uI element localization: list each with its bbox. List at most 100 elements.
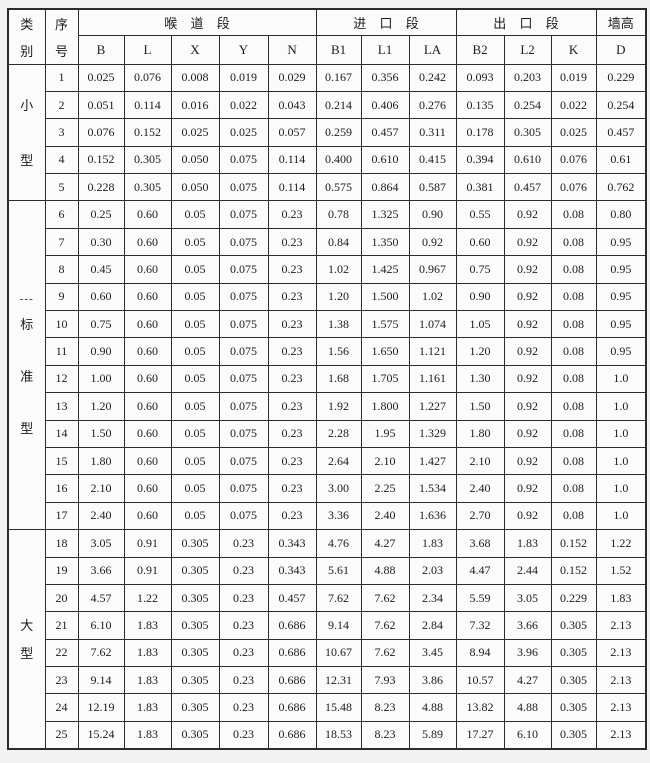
value-cell: 0.23: [267, 282, 317, 312]
value-cell: 0.305: [550, 666, 597, 695]
group-header-inlet: 进 口 段: [315, 8, 457, 36]
value-cell: 0.60: [123, 255, 172, 284]
value-cell: 0.05: [170, 310, 220, 339]
value-cell: 12.31: [315, 666, 362, 695]
category-label-char: 准: [20, 369, 34, 385]
value-cell: 0.400: [315, 145, 362, 175]
table-row: 13 1.20 0.60 0.05 0.075 0.23 1.92 1.800 1.227 1.5…: [8, 392, 647, 421]
value-cell: 0.80: [595, 200, 647, 229]
value-cell: 8.94: [455, 638, 505, 668]
table-row: 9 0.60 0.60 0.05 0.075 0.23 1.20 1.500 1.02 0.90 0…: [8, 282, 647, 312]
value-cell: 0.686: [267, 666, 317, 695]
value-cell: 4.88: [360, 556, 410, 585]
table-row: 14 1.50 0.60 0.05 0.075 0.23 2.28 1.95 1.329 1.80…: [8, 419, 647, 448]
row-number-cell: 2: [44, 90, 79, 120]
row-number-cell: 15: [44, 446, 79, 476]
value-cell: 0.23: [267, 310, 317, 339]
table-row: 大型 18 3.05 0.91 0.305 0.23 0.343 4.76 4.27 1.83 3.…: [7, 529, 647, 750]
category-cell-small: 小型: [7, 63, 46, 202]
value-cell: 0.30: [77, 227, 125, 257]
value-cell: 0.23: [267, 501, 317, 531]
value-cell: 0.08: [550, 419, 597, 448]
table-row: 5 0.228 0.305 0.050 0.075 0.114 0.575 0.864 0.58…: [8, 173, 647, 202]
category-label-stack: --- 标准型: [9, 201, 45, 529]
value-cell: 0.575: [315, 173, 362, 202]
value-cell: 7.62: [360, 583, 410, 613]
value-cell: 1.38: [315, 310, 362, 339]
value-cell: 0.08: [550, 474, 597, 503]
index-header-char: 号: [54, 43, 68, 59]
value-cell: 2.28: [315, 419, 362, 448]
value-cell: 2.40: [360, 501, 410, 531]
value-cell: 0.92: [503, 337, 552, 366]
value-cell: 0.457: [595, 118, 647, 147]
value-cell: 0.84: [315, 227, 362, 257]
value-cell: 0.254: [595, 90, 647, 120]
value-cell: 0.686: [267, 693, 317, 722]
value-cell: 1.500: [360, 282, 410, 312]
col-header-L2: L2: [503, 34, 552, 65]
value-cell: 2.13: [595, 611, 647, 640]
col-header-B: B: [77, 34, 125, 65]
category-label-char: 型: [20, 153, 34, 169]
value-cell: 0.05: [170, 446, 220, 476]
value-cell: 0.92: [503, 227, 552, 257]
value-cell: 2.10: [77, 474, 125, 503]
value-cell: 0.076: [123, 63, 172, 92]
table-row: 15 1.80 0.60 0.05 0.075 0.23 2.64 2.10 1.427 2.10…: [8, 446, 647, 476]
value-cell: 0.95: [595, 337, 647, 366]
value-cell: 4.76: [315, 529, 362, 558]
category-label-char: ---: [19, 293, 34, 306]
value-cell: 10.57: [455, 666, 505, 695]
value-cell: 0.60: [123, 200, 172, 229]
value-cell: 0.415: [408, 145, 457, 175]
value-cell: 0.92: [503, 255, 552, 284]
value-cell: 0.311: [408, 118, 457, 147]
value-cell: 0.029: [267, 63, 317, 92]
value-cell: 0.75: [455, 255, 505, 284]
value-cell: 0.076: [550, 145, 597, 175]
value-cell: 0.152: [550, 556, 597, 585]
value-cell: 0.406: [360, 90, 410, 120]
value-cell: 1.575: [360, 310, 410, 339]
value-cell: 3.66: [503, 611, 552, 640]
value-cell: 0.305: [170, 638, 220, 668]
row-number-cell: 3: [44, 118, 79, 147]
value-cell: 3.86: [408, 666, 457, 695]
value-cell: 0.55: [455, 200, 505, 229]
value-cell: 0.229: [550, 583, 597, 613]
value-cell: 3.36: [315, 501, 362, 531]
value-cell: 2.84: [408, 611, 457, 640]
value-cell: 9.14: [77, 666, 125, 695]
value-cell: 1.800: [360, 392, 410, 421]
value-cell: 7.93: [360, 666, 410, 695]
value-cell: 0.008: [170, 63, 220, 92]
col-header-LA: LA: [408, 34, 457, 65]
value-cell: 0.92: [503, 419, 552, 448]
value-cell: 3.66: [77, 556, 125, 585]
value-cell: 1.227: [408, 392, 457, 421]
value-cell: 1.636: [408, 501, 457, 531]
value-cell: 5.61: [315, 556, 362, 585]
value-cell: 0.075: [218, 501, 269, 531]
value-cell: 1.80: [77, 446, 125, 476]
value-cell: 0.95: [595, 227, 647, 257]
value-cell: 0.08: [550, 446, 597, 476]
value-cell: 4.47: [455, 556, 505, 585]
table-body: 小型 1 0.025 0.076 0.008 0.019 0.029 0.167 0.356 0.…: [7, 63, 647, 750]
value-cell: 1.83: [503, 529, 552, 558]
value-cell: 1.0: [595, 419, 647, 448]
index-header-stack: 序 号: [46, 10, 78, 64]
value-cell: 0.60: [455, 227, 505, 257]
category-cell-large: 大型: [7, 529, 46, 750]
value-cell: 2.34: [408, 583, 457, 613]
value-cell: 15.48: [315, 693, 362, 722]
value-cell: 1.20: [77, 392, 125, 421]
col-header-K: K: [550, 34, 597, 65]
value-cell: 1.425: [360, 255, 410, 284]
row-number-cell: 22: [44, 638, 79, 668]
value-cell: 0.95: [595, 282, 647, 312]
value-cell: 0.90: [455, 282, 505, 312]
row-number-cell: 16: [44, 474, 79, 503]
category-header-char: 类: [20, 16, 34, 32]
